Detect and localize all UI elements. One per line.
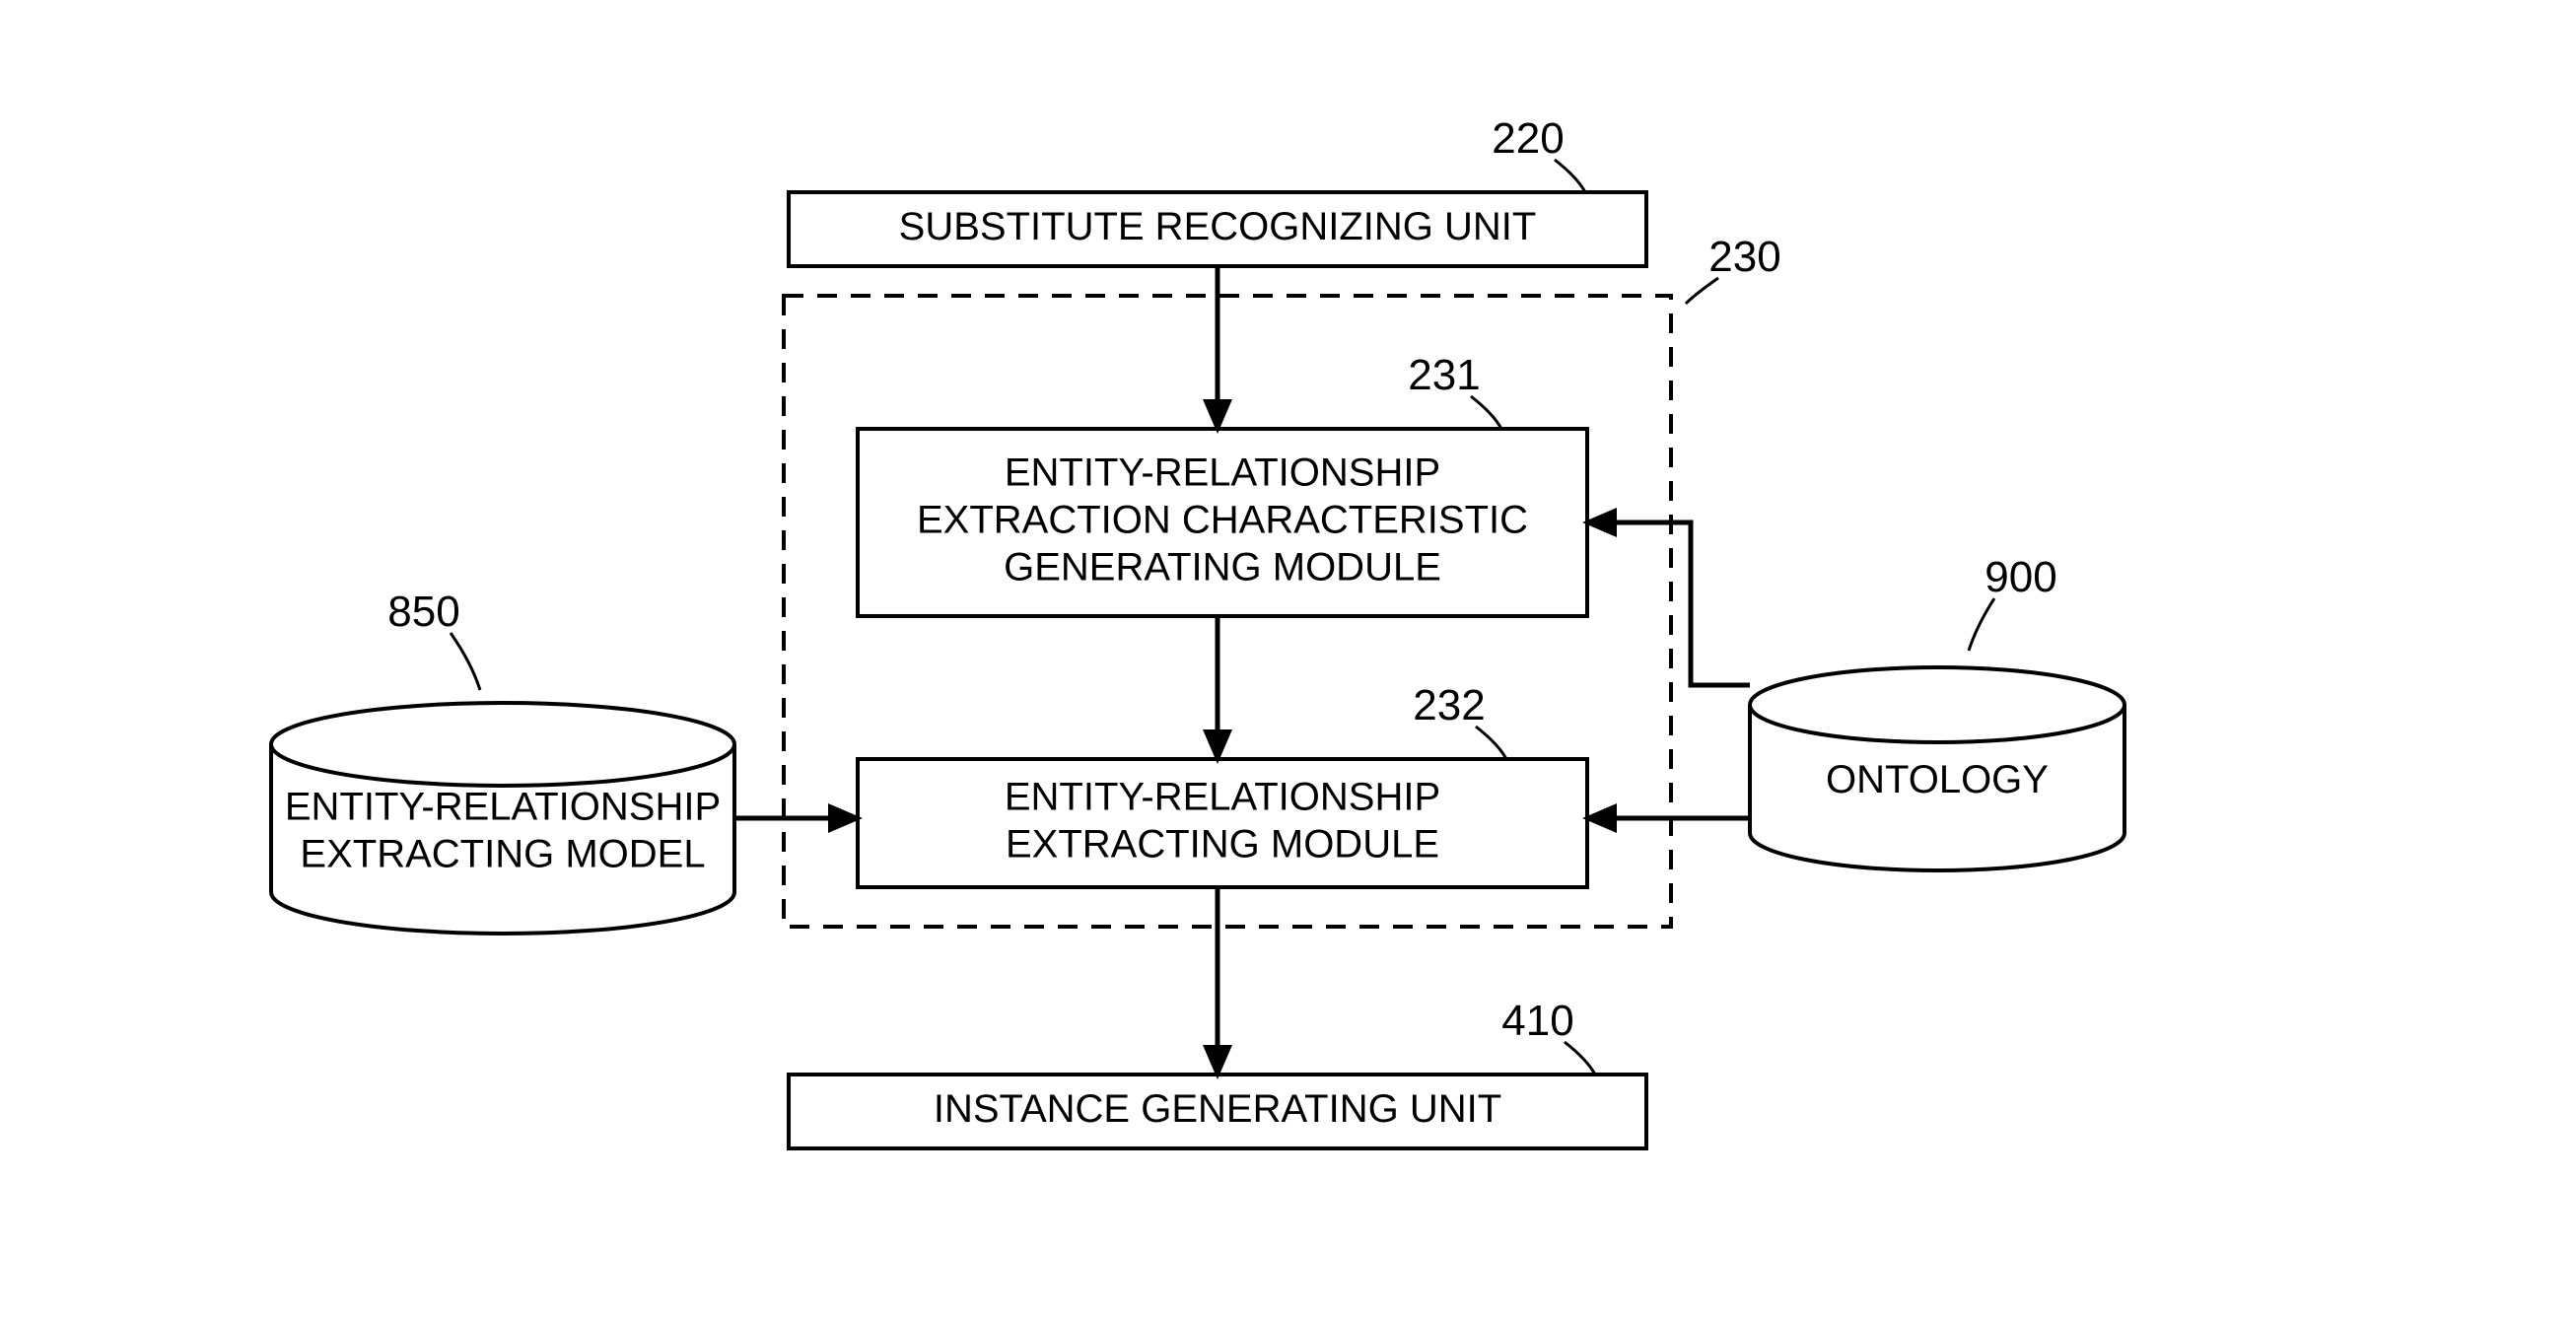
reference-numeral: 231 [1408, 351, 1480, 399]
block-label: INSTANCE GENERATING UNIT [934, 1087, 1501, 1131]
block-label: ONTOLOGY [1826, 758, 2049, 801]
leader-line [1686, 278, 1718, 304]
reference-numeral: 220 [1492, 114, 1564, 163]
reference-numeral: 232 [1413, 681, 1485, 729]
block-label: GENERATING MODULE [1004, 546, 1441, 590]
block-label: ENTITY-RELATIONSHIP [1005, 776, 1440, 819]
block-label: EXTRACTION CHARACTERISTIC [917, 499, 1528, 542]
block-label: SUBSTITUTE RECOGNIZING UNIT [899, 205, 1537, 248]
leader-line [451, 633, 480, 690]
cylinder-top-c900 [1750, 667, 2124, 742]
reference-numeral: 410 [1501, 997, 1573, 1045]
block-label: ENTITY-RELATIONSHIP [1005, 451, 1440, 495]
cylinder-top-c850 [271, 703, 734, 786]
leader-line [1476, 727, 1506, 759]
leader-line [1471, 396, 1501, 429]
a-900-to-231 [1587, 522, 1750, 685]
reference-numeral: 850 [387, 588, 459, 636]
leader-line [1565, 1042, 1595, 1075]
block-label: EXTRACTING MODEL [300, 832, 705, 875]
block-label: ENTITY-RELATIONSHIP [285, 785, 721, 828]
block-label: EXTRACTING MODULE [1006, 823, 1439, 867]
reference-numeral: 230 [1708, 233, 1780, 281]
leader-line [1969, 598, 1994, 651]
leader-line [1555, 160, 1585, 192]
reference-numeral: 900 [1984, 553, 2056, 601]
